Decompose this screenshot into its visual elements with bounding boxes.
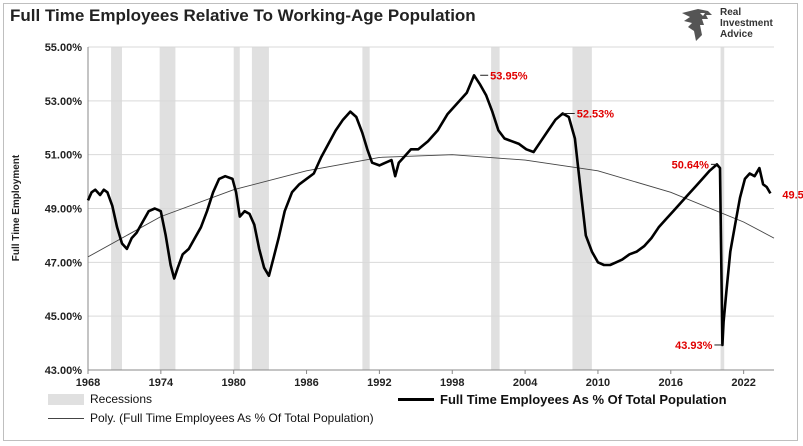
trend-swatch	[48, 417, 84, 419]
y-tick-label: 55.00%	[45, 42, 83, 54]
x-tick-label: 2010	[586, 377, 610, 389]
legend-label-series: Full Time Employees As % Of Total Popula…	[440, 392, 727, 407]
series-line-full-time-employees	[86, 74, 772, 347]
logo-text: Real Investment Advice	[720, 7, 773, 40]
data-label: 50.64%	[672, 159, 710, 171]
logo: Real Investment Advice	[678, 3, 796, 47]
trend-line-layer	[87, 154, 775, 258]
y-tick-label: 45.00%	[45, 311, 83, 323]
x-tick-label: 1998	[440, 377, 464, 389]
legend-trend: Poly. (Full Time Employees As % Of Total…	[48, 411, 374, 425]
legend-series: Full Time Employees As % Of Total Popula…	[398, 392, 727, 407]
y-tick-label: 47.00%	[45, 257, 83, 269]
y-tick-label: 53.00%	[45, 96, 83, 108]
legend-label-recessions: Recessions	[90, 392, 153, 406]
y-tick-label: 43.00%	[45, 365, 83, 377]
y-tick-label: 49.00%	[45, 204, 83, 216]
x-tick-label: 1986	[294, 377, 318, 389]
chart-frame	[3, 3, 798, 441]
series-line-layer	[86, 74, 772, 347]
data-label: 49.56	[782, 189, 803, 201]
y-tick-label: 51.00%	[45, 150, 83, 162]
legend-recessions: Recessions	[48, 392, 152, 406]
logo-line-1: Real	[720, 7, 742, 18]
x-tick-label: 1974	[149, 377, 174, 389]
chart-title: Full Time Employees Relative To Working-…	[10, 6, 476, 25]
data-label: 43.93%	[675, 340, 713, 352]
gridlines	[88, 46, 774, 371]
y-tick-labels: 43.00% 45.00% 47.00% 49.00% 51.00% 53.00% 55.0…	[45, 42, 83, 377]
series-swatch	[398, 398, 434, 401]
x-tick-label: 2004	[513, 377, 538, 389]
trend-line	[87, 154, 775, 258]
legend-label-trend: Poly. (Full Time Employees As % Of Total…	[90, 411, 374, 425]
annotations: 53.95% 52.53% 50.64% 43.93% 49.56	[480, 70, 803, 352]
logo-line-2: Investment	[720, 18, 773, 29]
eagle-logo-icon	[682, 9, 712, 41]
data-label: 53.95%	[490, 70, 528, 82]
x-tick-label: 1968	[76, 377, 100, 389]
x-tick-label: 1980	[221, 377, 245, 389]
data-label: 52.53%	[577, 108, 615, 120]
y-axis-label: Full Time Employment	[11, 154, 22, 261]
x-tick-labels: 1968 1974 1980 1986 1992 1998 2004 2010 2016 2022	[76, 370, 756, 389]
x-tick-label: 1992	[367, 377, 391, 389]
logo-line-3: Advice	[720, 29, 753, 40]
recession-swatch	[48, 393, 84, 405]
x-tick-label: 2016	[659, 377, 683, 389]
x-tick-label: 2022	[731, 377, 755, 389]
